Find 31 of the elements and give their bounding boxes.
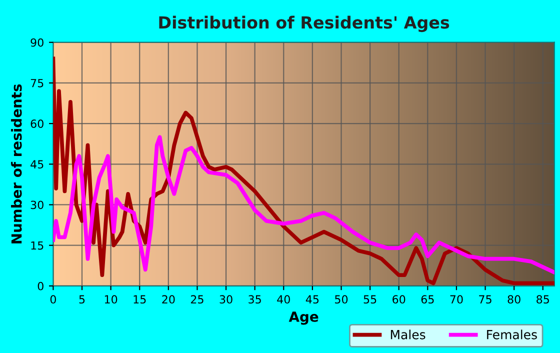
x-tick-label: 0 — [50, 295, 56, 304]
x-axis-title: Age — [288, 312, 318, 325]
x-tick-label: 70 — [450, 295, 463, 304]
x-tick-label: 10 — [104, 295, 118, 304]
x-tick-label: 20 — [162, 295, 175, 304]
chart-title: Distribution of Residents' Ages — [159, 16, 450, 32]
x-tick-label: 55 — [364, 295, 376, 304]
x-tick-label: 45 — [306, 295, 319, 304]
x-tick-label: 5 — [79, 295, 85, 304]
line-series — [53, 135, 554, 274]
legend-label: Females — [487, 330, 537, 340]
x-tick-label: 60 — [392, 295, 406, 304]
y-tick-label: 0 — [38, 282, 44, 290]
x-tick-label: 80 — [508, 295, 520, 304]
x-tick-label: 85 — [536, 295, 549, 304]
x-tick-label: 35 — [248, 295, 261, 304]
y-tick-label: 60 — [30, 120, 44, 128]
x-tick-label: 65 — [421, 295, 434, 304]
x-tick-label: 25 — [190, 295, 204, 304]
x-tick-label: 50 — [335, 295, 348, 304]
x-tick-label: 30 — [220, 295, 232, 304]
x-tick-label: 15 — [134, 295, 146, 304]
x-tick-label: 40 — [277, 295, 290, 304]
y-tick-label: 90 — [30, 38, 44, 47]
x-tick-label: 75 — [479, 295, 492, 304]
y-tick-label: 45 — [30, 160, 44, 169]
legend-label: Males — [390, 330, 426, 340]
y-tick-label: 30 — [30, 200, 44, 210]
y-axis-title: Number of residents — [11, 84, 22, 244]
y-tick-label: 75 — [30, 79, 44, 88]
y-tick-label: 15 — [31, 241, 44, 250]
